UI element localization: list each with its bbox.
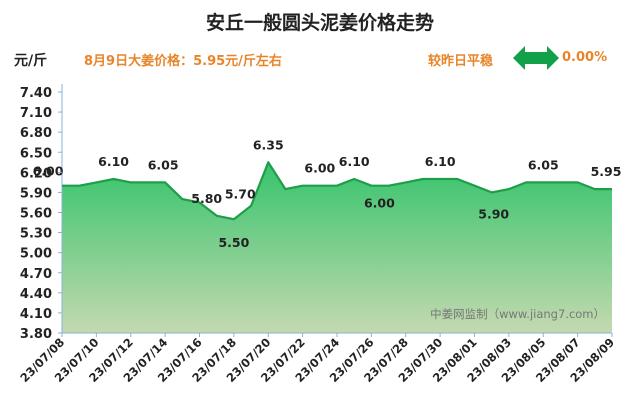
- y-tick-label: 4.10: [20, 307, 52, 322]
- data-label: 6.00: [364, 196, 395, 211]
- price-note: 8月9日大姜价格：5.95元/斤左右: [84, 54, 282, 69]
- watermark-text: 中姜网监制（www.jiang7.com）: [430, 307, 605, 321]
- data-label: 5.50: [218, 235, 249, 250]
- data-label: 6.10: [339, 154, 370, 169]
- y-tick-label: 6.20: [20, 166, 52, 181]
- compare-value: 0.00%: [562, 50, 608, 65]
- y-tick-label: 5.60: [20, 207, 52, 222]
- data-label: 6.35: [253, 137, 284, 152]
- y-tick-label: 6.80: [20, 126, 52, 141]
- y-tick-label: 5.30: [20, 227, 52, 242]
- y-tick-label: 5.90: [20, 186, 52, 201]
- area-fill: [62, 162, 612, 333]
- data-label: 5.90: [478, 206, 509, 221]
- data-label: 6.00: [33, 164, 64, 179]
- y-tick-label: 3.80: [20, 327, 52, 342]
- data-label: 6.05: [528, 157, 559, 172]
- y-tick-label: 6.50: [20, 146, 52, 161]
- y-tick-label: 4.70: [20, 267, 52, 282]
- compare-label: 较昨日平稳: [428, 54, 494, 69]
- y-tick-label: 7.40: [20, 86, 52, 101]
- data-label: 5.70: [225, 186, 256, 201]
- data-label: 6.10: [98, 154, 129, 169]
- y-tick-label: 5.00: [20, 247, 52, 262]
- data-label: 6.05: [148, 157, 179, 172]
- unit-label: 元/斤: [14, 53, 48, 69]
- y-tick-label: 4.40: [20, 287, 52, 302]
- data-label: 5.95: [591, 164, 622, 179]
- y-tick-label: 7.10: [20, 106, 52, 121]
- data-label: 6.10: [425, 154, 456, 169]
- series-line: [62, 161, 612, 221]
- page-title: 安丘一般圆头泥姜价格走势: [205, 12, 434, 34]
- data-label: 5.80: [191, 191, 222, 206]
- data-label: 6.00: [304, 161, 335, 176]
- double-arrow-icon: [513, 46, 559, 70]
